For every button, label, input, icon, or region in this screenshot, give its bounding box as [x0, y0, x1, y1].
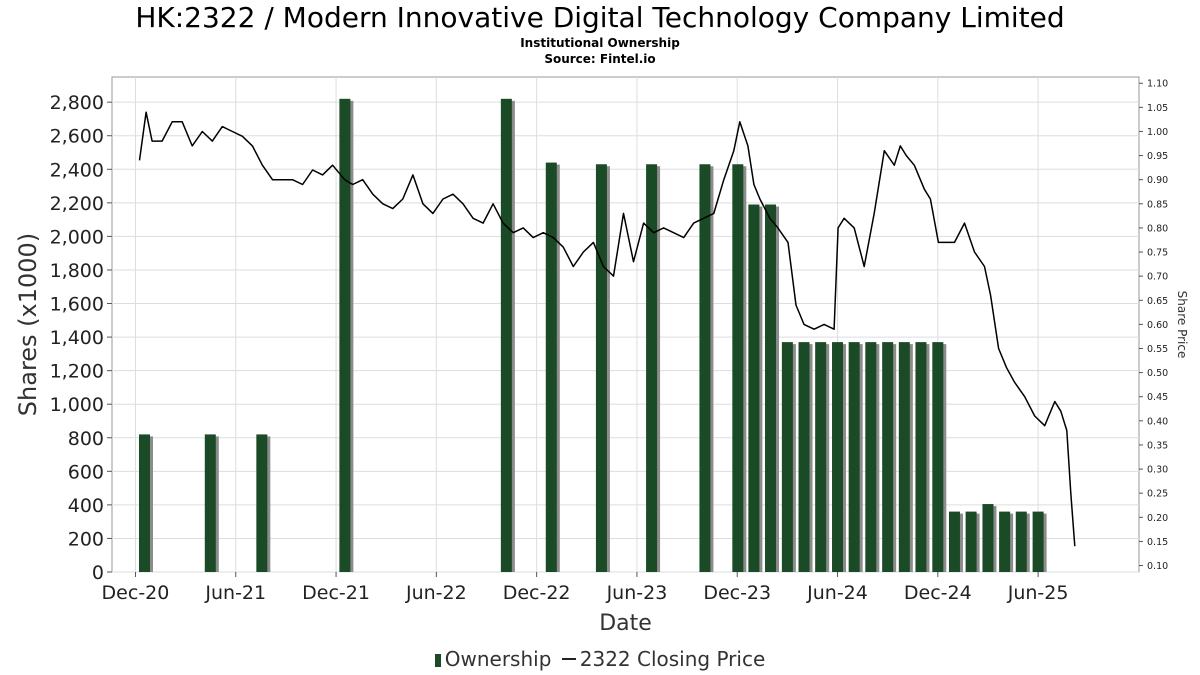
- ownership-bar: [339, 98, 351, 572]
- y-tick-label: 800: [68, 428, 104, 450]
- ownership-bar: [732, 164, 744, 572]
- y-tick-label: 2,200: [50, 193, 104, 215]
- y-tick-label: 400: [68, 495, 104, 517]
- ownership-bar: [500, 98, 512, 572]
- y-axis-label: Shares (x1000): [14, 233, 42, 416]
- x-tick-label: Jun-24: [806, 582, 868, 604]
- y2-tick-label: 0.45: [1147, 392, 1168, 403]
- x-tick-label: Dec-23: [703, 582, 771, 604]
- legend-label-price: 2322 Closing Price: [579, 647, 766, 671]
- ownership-bar: [815, 342, 827, 572]
- x-tick-label: Jun-23: [606, 582, 668, 604]
- y2-tick-label: 0.90: [1147, 175, 1168, 186]
- ownership-bar: [898, 342, 910, 572]
- ownership-bar: [204, 434, 216, 572]
- x-tick-label: Dec-20: [102, 582, 170, 604]
- ownership-bar: [932, 342, 944, 572]
- y2-tick-label: 0.35: [1147, 440, 1168, 451]
- ownership-bar: [748, 204, 760, 572]
- price-line: [138, 111, 1076, 547]
- y-tick-label: 1,800: [50, 260, 104, 282]
- y2-tick-label: 0.15: [1147, 537, 1168, 548]
- x-tick-label: Jun-25: [1007, 582, 1069, 604]
- x-tick-label: Jun-21: [204, 582, 266, 604]
- chart-subtitle: Institutional Ownership: [520, 36, 680, 50]
- ownership-bar: [982, 504, 994, 572]
- legend-label-ownership: Ownership: [444, 647, 552, 671]
- chart-legend: Ownership 2322 Closing Price: [0, 647, 1200, 671]
- ownership-bar: [915, 342, 927, 572]
- y2-tick-label: 0.70: [1147, 272, 1168, 283]
- y2-tick-label: 0.65: [1147, 296, 1168, 307]
- y2-tick-label: 0.10: [1147, 561, 1168, 572]
- y2-tick-label: 0.40: [1147, 416, 1168, 427]
- ownership-bar: [256, 434, 268, 572]
- ownership-bar: [1032, 511, 1044, 572]
- y-tick-label: 0: [92, 562, 104, 584]
- legend-swatch-price: [561, 658, 576, 660]
- ownership-bar: [595, 164, 607, 572]
- y2-tick-label: 0.30: [1147, 465, 1168, 476]
- y2-tick-label: 0.20: [1147, 513, 1168, 524]
- legend-swatch-ownership: [434, 654, 441, 667]
- y2-tick-label: 0.85: [1147, 199, 1168, 210]
- y2-tick-label: 1.10: [1147, 79, 1168, 90]
- y2-tick-label: 1.05: [1147, 103, 1168, 114]
- y2-tick-label: 0.25: [1147, 489, 1168, 500]
- y2-tick-label: 0.60: [1147, 320, 1168, 331]
- ownership-bar: [646, 164, 658, 572]
- x-tick-label: Jun-22: [405, 582, 467, 604]
- y-tick-label: 1,000: [50, 394, 104, 416]
- y-tick-label: 1,600: [50, 294, 104, 316]
- ownership-bar: [699, 164, 711, 572]
- y-tick-label: 1,400: [50, 327, 104, 349]
- ownership-bar: [865, 342, 877, 572]
- x-axis-label: Date: [599, 611, 652, 636]
- ownership-bar: [848, 342, 860, 572]
- y-tick-label: 2,800: [50, 92, 104, 114]
- y-tick-label: 600: [68, 461, 104, 483]
- y-tick-label: 2,600: [50, 126, 104, 148]
- y-tick-label: 1,200: [50, 361, 104, 383]
- x-tick-label: Dec-21: [302, 582, 370, 604]
- y2-tick-label: 0.95: [1147, 151, 1168, 162]
- ownership-bar: [948, 511, 960, 572]
- ownership-bar: [999, 511, 1011, 572]
- y2-tick-label: 0.75: [1147, 248, 1168, 259]
- ownership-bar: [1015, 511, 1027, 572]
- y-tick-label: 2,000: [50, 226, 104, 248]
- x-tick-label: Dec-22: [503, 582, 571, 604]
- legend-item-price[interactable]: 2322 Closing Price: [561, 647, 766, 671]
- y-tick-label: 200: [68, 528, 104, 550]
- ownership-bar: [832, 342, 844, 572]
- chart-source: Source: Fintel.io: [544, 52, 656, 66]
- legend-item-ownership[interactable]: Ownership: [434, 647, 552, 671]
- ownership-bar: [882, 342, 894, 572]
- ownership-bar: [781, 342, 793, 572]
- plot-area: [111, 76, 1140, 573]
- ownership-bar: [965, 511, 977, 572]
- ownership-bar: [545, 162, 557, 572]
- ownership-bar: [765, 204, 777, 572]
- chart-title: HK:2322 / Modern Innovative Digital Tech…: [135, 1, 1065, 34]
- y2-tick-label: 1.00: [1147, 127, 1168, 138]
- x-tick-label: Dec-24: [904, 582, 972, 604]
- y2-tick-label: 0.80: [1147, 223, 1168, 234]
- ownership-bar: [138, 434, 150, 572]
- y2-tick-label: 0.55: [1147, 344, 1168, 355]
- y-tick-label: 2,400: [50, 159, 104, 181]
- ownership-bar: [798, 342, 810, 572]
- y2-tick-label: 0.50: [1147, 368, 1168, 379]
- y2-axis-label: Share Price: [1175, 291, 1189, 359]
